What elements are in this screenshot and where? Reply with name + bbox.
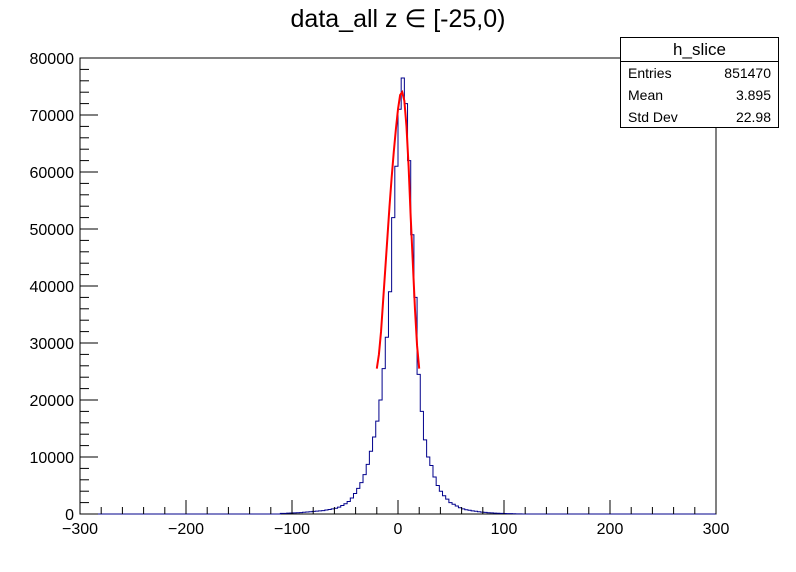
y-tick-label: 50000	[30, 222, 75, 239]
stats-value-mean: 3.895	[735, 87, 771, 103]
x-tick-label: −100	[274, 521, 310, 538]
x-tick-label: 200	[597, 521, 624, 538]
x-tick-label: −200	[168, 521, 204, 538]
stats-label-entries: Entries	[628, 65, 672, 81]
y-tick-label: 60000	[30, 165, 75, 182]
x-tick-label: 100	[491, 521, 518, 538]
stats-value-entries: 851470	[724, 65, 771, 81]
chart-title: data_all z ∈ [-25,0)	[290, 5, 506, 33]
x-tick-label: 300	[703, 521, 730, 538]
stats-box: h_slice Entries 851470 Mean 3.895 Std De…	[620, 37, 779, 128]
stats-box-title: h_slice	[621, 38, 778, 62]
stats-label-mean: Mean	[628, 87, 664, 103]
x-tick-label: −300	[62, 521, 98, 538]
fit-curve-line	[375, 89, 421, 369]
histogram-line	[80, 77, 716, 515]
y-tick-label: 70000	[30, 108, 75, 125]
y-tick-label: 0	[65, 507, 74, 524]
stats-row-stddev: Std Dev 22.98	[621, 106, 778, 128]
stats-row-entries: Entries 851470	[621, 62, 778, 84]
y-tick-label: 20000	[30, 393, 75, 410]
stats-row-mean: Mean 3.895	[621, 84, 778, 106]
y-tick-label: 30000	[30, 336, 75, 353]
x-tick-label: 0	[394, 521, 403, 538]
stats-value-stddev: 22.98	[735, 109, 771, 125]
y-tick-label: 40000	[30, 279, 75, 296]
stats-label-stddev: Std Dev	[628, 109, 678, 125]
y-tick-label: 10000	[30, 450, 75, 467]
y-tick-label: 80000	[30, 51, 75, 68]
